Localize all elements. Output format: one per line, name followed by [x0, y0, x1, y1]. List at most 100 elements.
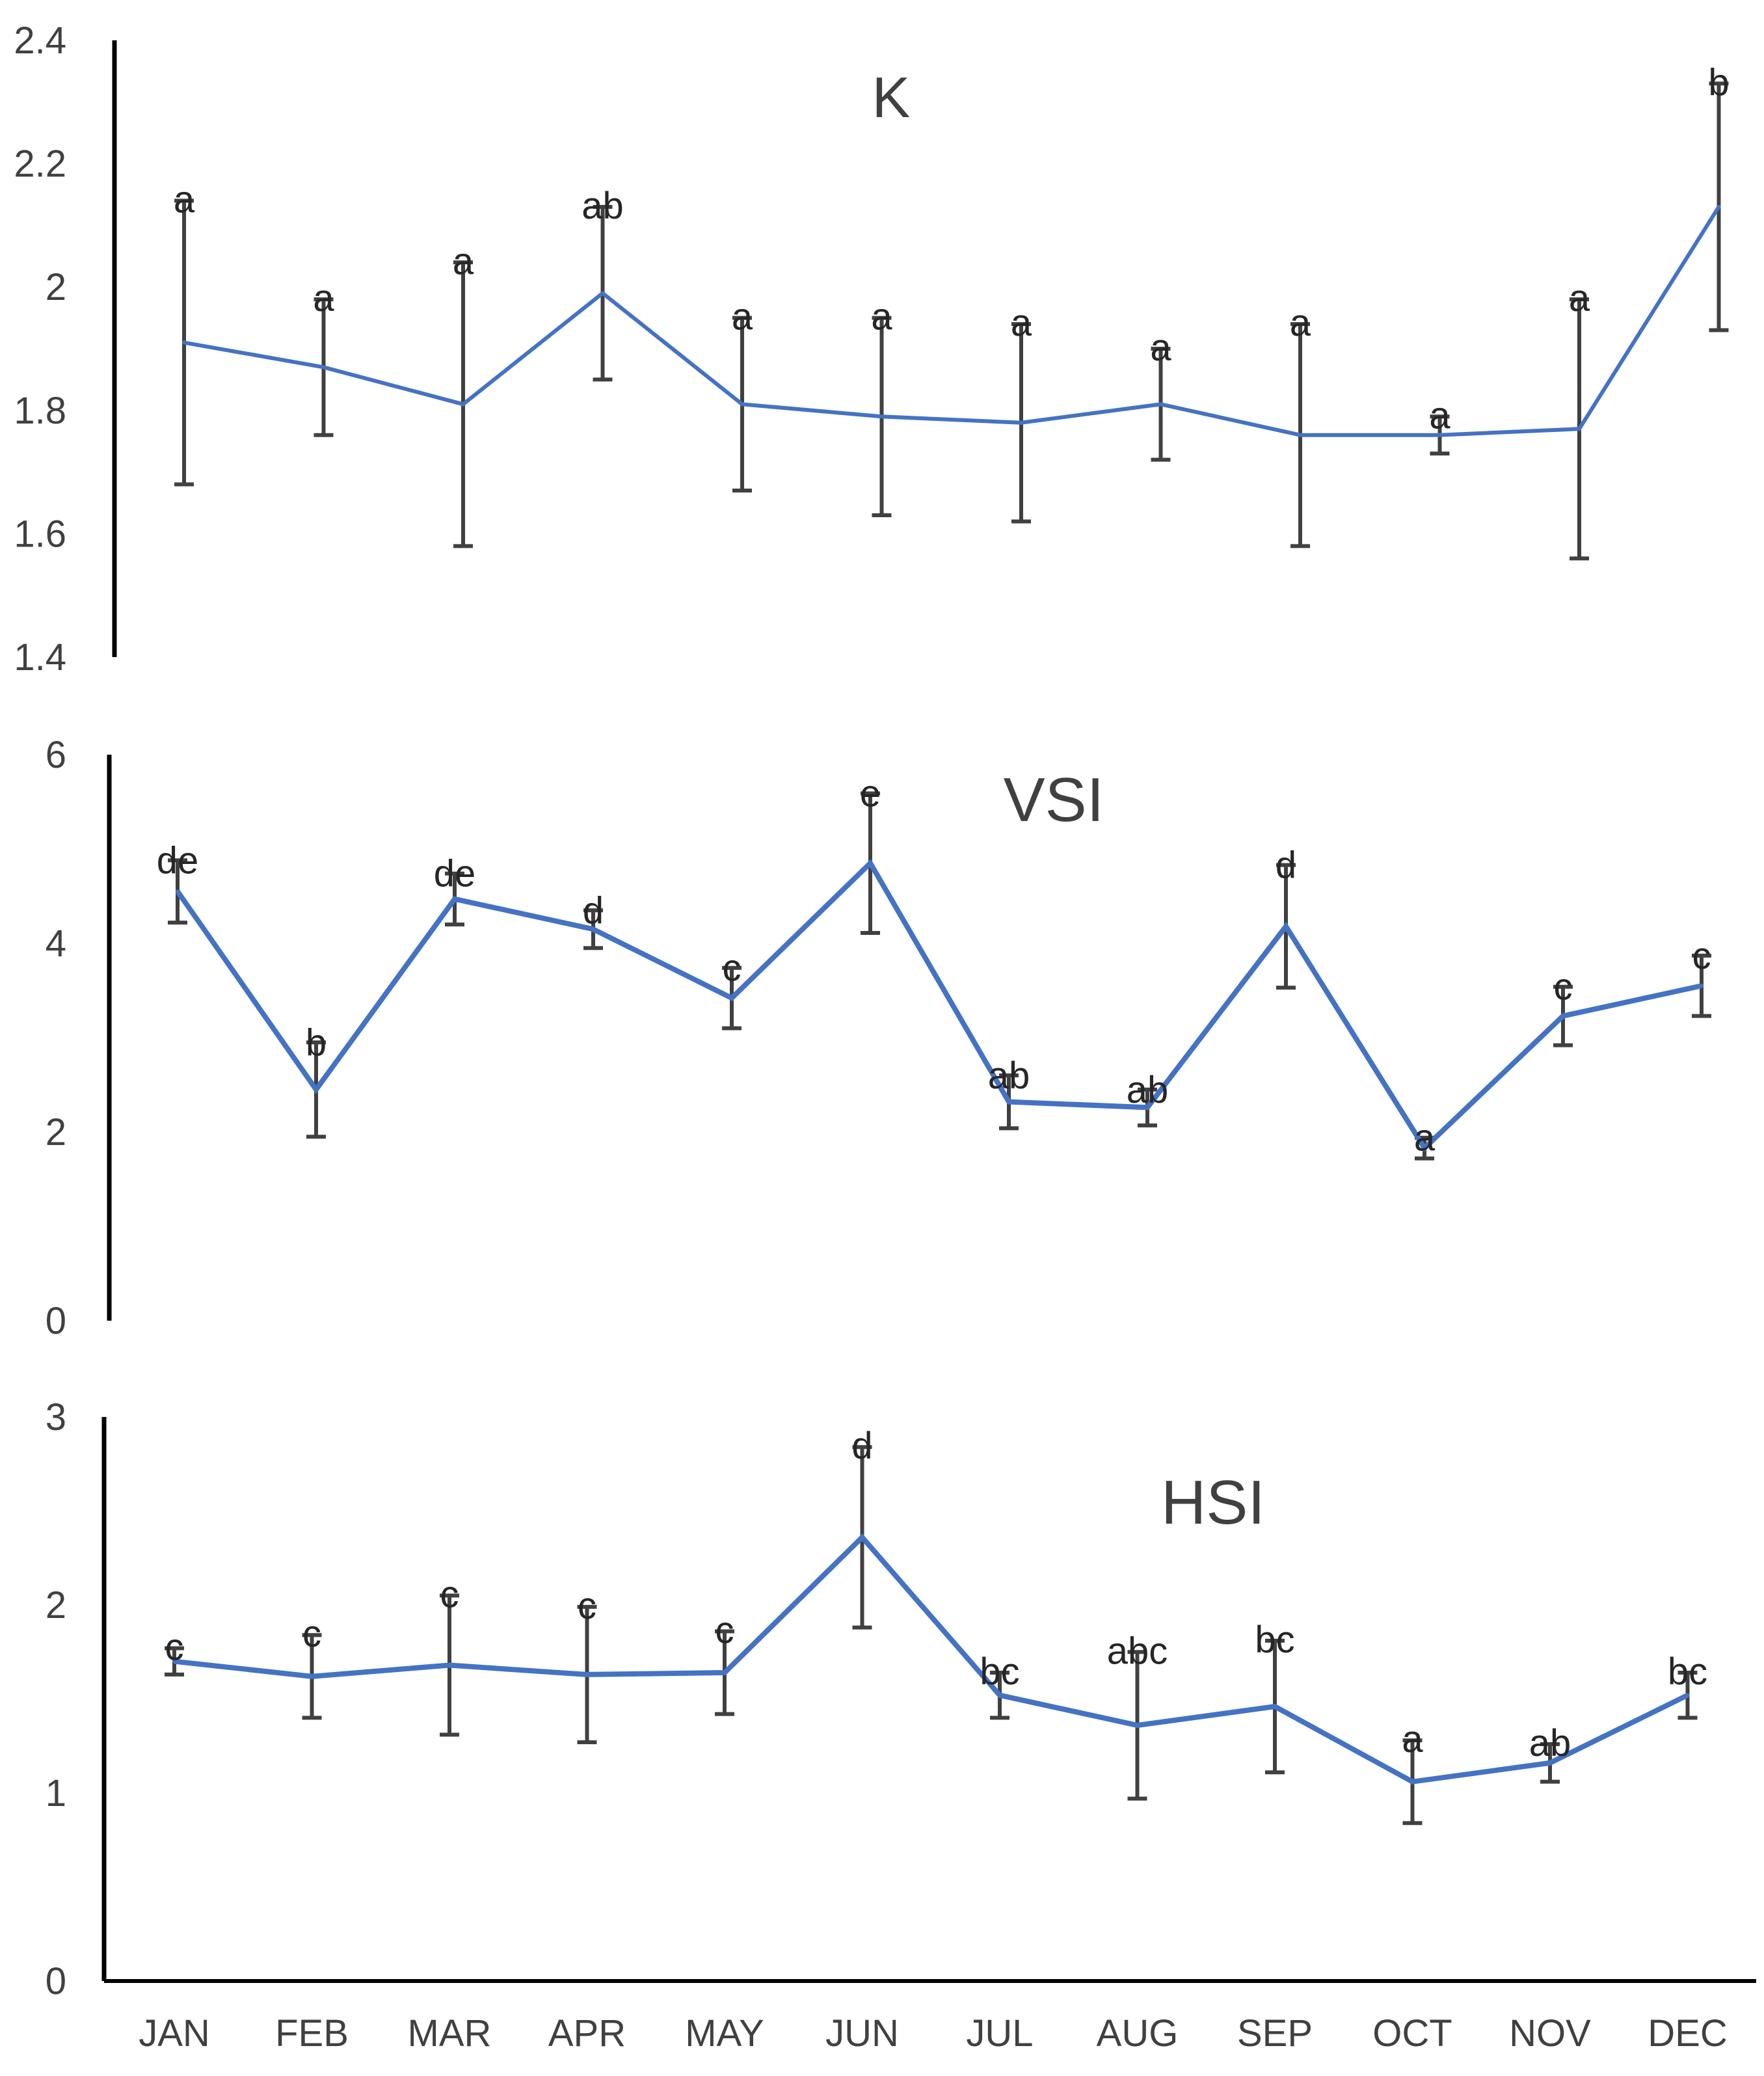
data-point-k: [1019, 420, 1023, 425]
data-point-k: [461, 402, 465, 407]
significance-label-hsi: c: [578, 1585, 596, 1627]
data-point-k: [182, 340, 186, 345]
significance-label-vsi: de: [434, 853, 476, 895]
series-line-vsi: [175, 859, 1702, 1152]
data-point-hsi: [448, 1663, 451, 1667]
data-point-k: [740, 402, 744, 407]
panel-hsi: 0 1 2 3 HSI c c c c c d bc abc bc a ab bc: [46, 1396, 1756, 2002]
y-tick-label-hsi: 3: [46, 1396, 66, 1438]
significance-label-k: a: [174, 178, 195, 221]
significance-label-hsi: abc: [1107, 1630, 1168, 1672]
data-point-hsi: [172, 1659, 176, 1664]
significance-label-k: a: [1429, 394, 1450, 437]
x-tick-label: JUN: [825, 2012, 899, 2055]
x-tick-label: SEP: [1237, 2012, 1313, 2055]
data-point-k: [1437, 433, 1442, 437]
significance-label-hsi: c: [440, 1574, 459, 1616]
significance-label-vsi: c: [723, 947, 742, 990]
significance-label-vsi: c: [1554, 966, 1573, 1008]
data-point-hsi: [585, 1672, 589, 1677]
significance-label-vsi: ab: [1127, 1069, 1169, 1111]
data-point-k: [879, 414, 884, 419]
significance-label-vsi: c: [1692, 935, 1711, 977]
significance-label-vsi: e: [860, 772, 881, 815]
significance-label-vsi: d: [1276, 844, 1296, 887]
significance-label-hsi: ab: [1529, 1722, 1571, 1764]
significance-label-vsi: d: [583, 889, 604, 932]
y-tick-label-vsi: 6: [46, 734, 66, 776]
significance-label-hsi: c: [715, 1609, 734, 1651]
significance-label-k: a: [453, 240, 474, 282]
x-tick-label: AUG: [1097, 2012, 1179, 2055]
significance-label-k: a: [1290, 302, 1311, 344]
chart-title-k: K: [872, 65, 911, 129]
series-line-k: [183, 206, 1721, 437]
significance-label-k: a: [1150, 327, 1171, 369]
data-point-k: [1298, 433, 1302, 437]
significance-label-vsi: ab: [988, 1055, 1030, 1097]
significance-label-k: a: [871, 296, 892, 338]
x-tick-label: MAR: [408, 2012, 492, 2055]
data-point-hsi: [723, 1671, 727, 1675]
x-axis-labels: JAN FEB MAR APR MAY JUN JUL AUG SEP OCT NOV DEC: [139, 2012, 1728, 2055]
data-point-k: [1717, 204, 1721, 209]
significance-label-k: a: [1569, 277, 1590, 319]
data-point-hsi: [1135, 1723, 1140, 1727]
significance-label-k: b: [1708, 61, 1729, 103]
significance-label-k: a: [732, 296, 753, 338]
data-point-vsi: [1700, 984, 1704, 988]
significance-label-hsi: bc: [980, 1651, 1019, 1693]
significance-label-hsi: c: [302, 1613, 321, 1655]
chart-title-vsi: VSI: [1004, 765, 1104, 835]
y-tick-label-k: 2: [46, 266, 66, 308]
data-point-hsi: [860, 1535, 864, 1539]
data-point-vsi: [1284, 924, 1288, 928]
data-point-hsi: [1410, 1779, 1415, 1784]
data-point-vsi: [1423, 1146, 1426, 1150]
data-point-vsi: [591, 927, 595, 932]
data-point-vsi: [730, 996, 734, 1001]
data-point-vsi: [314, 1087, 318, 1092]
y-tick-label-vsi: 2: [46, 1111, 66, 1153]
data-point-vsi: [1561, 1014, 1565, 1018]
x-tick-label: NOV: [1509, 2012, 1591, 2055]
data-point-hsi: [310, 1674, 314, 1678]
data-point-k: [1158, 402, 1163, 407]
y-tick-label-k: 1.6: [14, 513, 66, 555]
data-point-k: [1577, 427, 1581, 431]
significance-label-k: a: [1011, 302, 1032, 344]
significance-label-vsi: b: [306, 1021, 327, 1064]
data-point-vsi: [1145, 1105, 1149, 1110]
significance-label-k: ab: [581, 185, 624, 227]
significance-label-hsi: d: [851, 1425, 872, 1467]
data-point-k: [321, 365, 326, 370]
y-tick-label-hsi: 1: [46, 1772, 66, 1814]
y-tick-label-vsi: 0: [46, 1300, 66, 1342]
x-tick-label: FEB: [275, 2012, 349, 2055]
data-point-hsi: [1685, 1693, 1690, 1697]
x-tick-label: APR: [548, 2012, 626, 2055]
significance-label-hsi: bc: [1668, 1651, 1707, 1693]
y-tick-label-hsi: 0: [46, 1960, 66, 2002]
data-point-vsi: [453, 896, 457, 901]
data-point-vsi: [868, 861, 872, 865]
chart-title-hsi: HSI: [1161, 1468, 1265, 1537]
data-point-hsi: [1548, 1760, 1552, 1765]
y-tick-label-k: 1.4: [14, 636, 66, 679]
series-line-hsi: [174, 1533, 1689, 1785]
significance-label-vsi: a: [1414, 1117, 1436, 1159]
significance-label-hsi: c: [165, 1626, 184, 1668]
significance-label-hsi: a: [1402, 1718, 1423, 1760]
y-tick-label-k: 2.4: [14, 20, 66, 62]
x-tick-label: MAY: [685, 2012, 764, 2055]
significance-label-k: a: [313, 277, 334, 319]
data-point-hsi: [998, 1693, 1002, 1697]
panel-vsi: 0 2 4 6 VSI de b de d c e ab ab d a c c: [46, 734, 1711, 1342]
significance-label-hsi: bc: [1255, 1619, 1294, 1661]
x-tick-label: OCT: [1372, 2012, 1452, 2055]
y-tick-label-k: 2.2: [14, 143, 66, 185]
y-tick-label-vsi: 4: [46, 923, 66, 965]
